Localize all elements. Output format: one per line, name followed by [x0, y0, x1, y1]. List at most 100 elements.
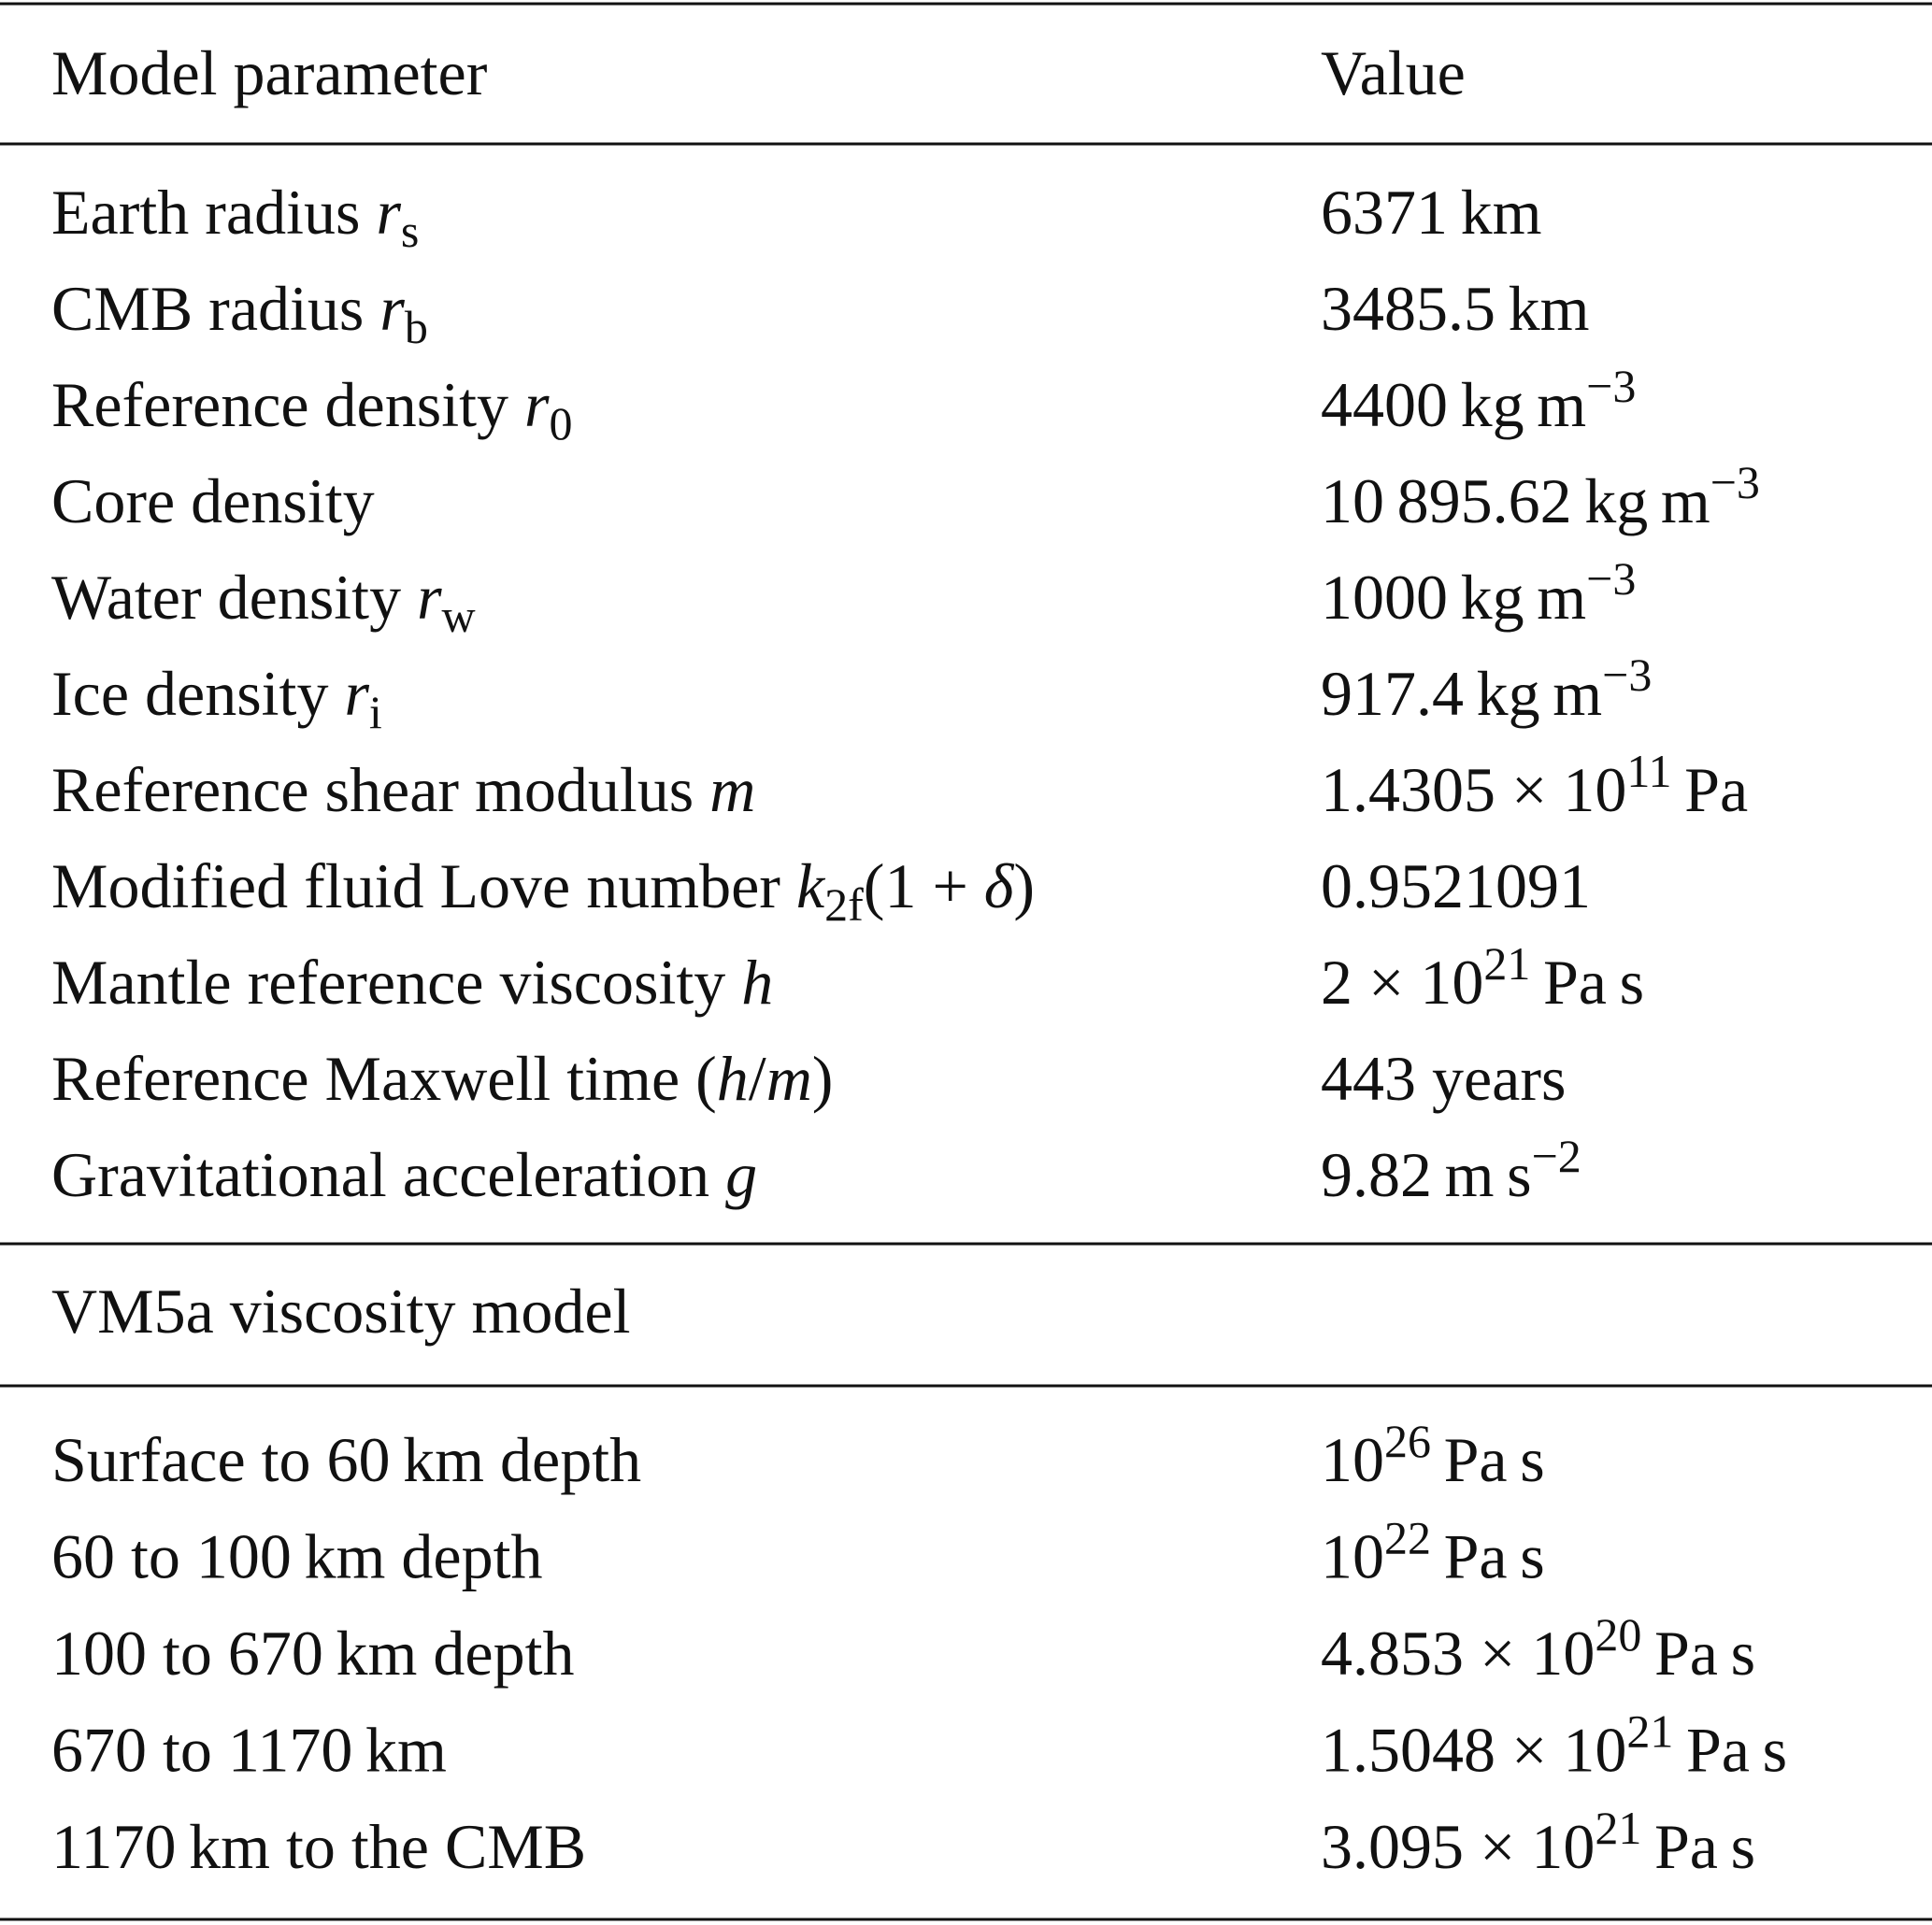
subscript: i	[369, 686, 382, 738]
text-run: Mantle reference viscosity	[51, 947, 741, 1018]
text-run: Pa	[1672, 754, 1749, 825]
text-run: 3.095 × 10	[1321, 1811, 1595, 1882]
subscript: s	[401, 205, 419, 257]
cell: 10 895.62 kg m−3	[1321, 456, 1760, 536]
text-run: Earth radius	[51, 177, 376, 248]
cell: 0.9521091	[1321, 850, 1591, 921]
text-run: 100 to 670 km depth	[51, 1618, 574, 1689]
text-run: 443 years	[1321, 1043, 1566, 1114]
math-var: k	[796, 850, 826, 921]
cell: CMB radius rb	[51, 273, 428, 353]
cell: 3485.5 km	[1321, 273, 1590, 344]
text-run: 6371 km	[1321, 177, 1542, 248]
text-run: 3485.5 km	[1321, 273, 1590, 344]
cell: Reference shear modulus m	[51, 754, 755, 825]
cell: 60 to 100 km depth	[51, 1521, 542, 1592]
superscript: 26	[1384, 1415, 1431, 1467]
text-run: Pa s	[1641, 1811, 1755, 1882]
text-run: Core density	[51, 465, 375, 536]
text-run: 917.4 kg m	[1321, 658, 1602, 729]
text-run: Pa s	[1641, 1618, 1755, 1689]
subscript: 0	[549, 397, 572, 449]
cell: 1026 Pa s	[1321, 1415, 1545, 1495]
text-run: Reference Maxwell time (	[51, 1043, 717, 1114]
cell: Surface to 60 km depth	[51, 1424, 641, 1495]
text-run: 60 to 100 km depth	[51, 1521, 542, 1592]
text-run: Reference shear modulus	[51, 754, 709, 825]
text-run: 4400 kg m	[1321, 369, 1586, 440]
text-run: 9.82 m s	[1321, 1139, 1532, 1210]
text-run: 1.4305 × 10	[1321, 754, 1626, 825]
cell: Water density rw	[51, 562, 476, 642]
cell: 2 × 1021 Pa s	[1321, 937, 1644, 1018]
text-run: )	[1013, 850, 1035, 921]
cell: 917.4 kg m−3	[1321, 649, 1652, 729]
cell: 4.853 × 1020 Pa s	[1321, 1608, 1755, 1689]
superscript: −3	[1586, 360, 1636, 412]
cell: 1170 km to the CMB	[51, 1811, 586, 1882]
math-var: r	[344, 658, 369, 729]
subscript: b	[405, 301, 428, 353]
text-run: Ice density	[51, 658, 344, 729]
math-var: m	[766, 1043, 812, 1114]
cell: 9.82 m s−2	[1321, 1130, 1581, 1210]
text-run: Water density	[51, 562, 417, 633]
text-run: CMB radius	[51, 273, 379, 344]
cell: 1.5048 × 1021 Pa s	[1321, 1705, 1787, 1786]
superscript: 21	[1595, 1802, 1641, 1854]
cell: Ice density ri	[51, 658, 382, 738]
superscript: −2	[1532, 1130, 1581, 1182]
text-run: Pa s	[1431, 1424, 1545, 1495]
superscript: 21	[1483, 937, 1530, 990]
cell: Core density	[51, 465, 375, 536]
text-run: )	[812, 1043, 834, 1114]
superscript: −3	[1586, 552, 1636, 605]
cell: Reference density r0	[51, 369, 572, 449]
text-run: 1000 kg m	[1321, 562, 1586, 633]
superscript: −3	[1710, 456, 1760, 508]
subscript: 2f	[824, 878, 864, 931]
cell: 6371 km	[1321, 177, 1542, 248]
text-run: Surface to 60 km depth	[51, 1424, 641, 1495]
text-run: Reference density	[51, 369, 524, 440]
math-var: h	[741, 947, 773, 1018]
math-var: δ	[984, 850, 1015, 921]
math-var: h	[717, 1043, 749, 1114]
superscript: −3	[1602, 649, 1652, 701]
cell: 443 years	[1321, 1043, 1566, 1114]
text-run: Pa s	[1673, 1715, 1787, 1786]
superscript: 21	[1626, 1705, 1673, 1758]
text-run: Model parameter	[51, 37, 488, 108]
text-run: VM5a viscosity model	[51, 1276, 631, 1347]
math-var: g	[725, 1139, 757, 1210]
text-run: 10 895.62 kg m	[1321, 465, 1710, 536]
cell: Earth radius rs	[51, 177, 419, 257]
cell: VM5a viscosity model	[51, 1276, 631, 1347]
cell: Value	[1321, 37, 1466, 108]
text-run: 4.853 × 10	[1321, 1618, 1595, 1689]
text-run: 1.5048 × 10	[1321, 1715, 1626, 1786]
text-run: 2 × 10	[1321, 947, 1483, 1018]
superscript: 20	[1595, 1608, 1641, 1661]
text-run: Pa s	[1431, 1521, 1545, 1592]
math-var: r	[524, 369, 550, 440]
subscript: w	[442, 590, 476, 642]
text-run: 10	[1321, 1521, 1384, 1592]
text-run: Gravitational acceleration	[51, 1139, 725, 1210]
text-run: Pa s	[1530, 947, 1644, 1018]
math-var: r	[379, 273, 405, 344]
cell: 1000 kg m−3	[1321, 552, 1636, 633]
text-run: 670 to 1170 km	[51, 1715, 447, 1786]
text-run: Value	[1321, 37, 1466, 108]
text-run: (1 +	[864, 850, 984, 921]
text-run: /	[749, 1043, 766, 1114]
text-run: 10	[1321, 1424, 1384, 1495]
cell: 3.095 × 1021 Pa s	[1321, 1802, 1755, 1882]
cell: 4400 kg m−3	[1321, 360, 1636, 440]
text-run: 1170 km to the CMB	[51, 1811, 586, 1882]
math-var: r	[376, 177, 401, 248]
math-var: m	[709, 754, 755, 825]
cell: 100 to 670 km depth	[51, 1618, 574, 1689]
cell: Model parameter	[51, 37, 488, 108]
